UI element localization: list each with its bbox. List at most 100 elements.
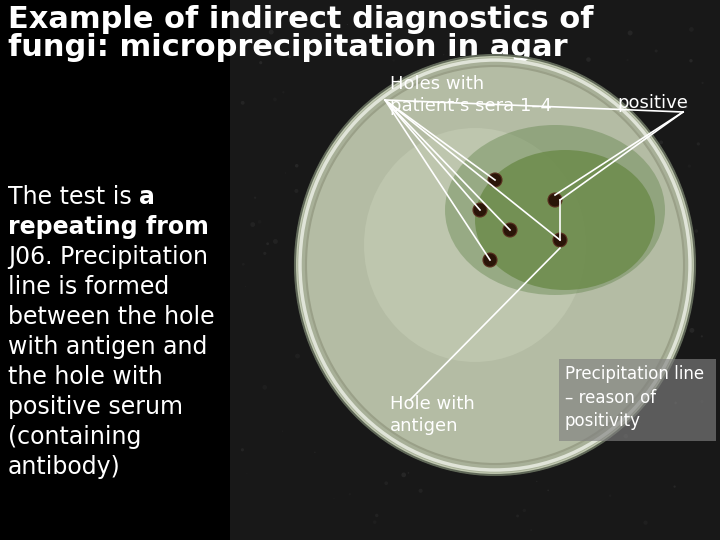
Circle shape — [473, 203, 487, 217]
Circle shape — [671, 198, 673, 201]
Text: J06. Precipitation: J06. Precipitation — [8, 245, 208, 269]
Circle shape — [288, 55, 291, 58]
Circle shape — [608, 419, 611, 422]
Circle shape — [587, 16, 590, 19]
Circle shape — [621, 390, 623, 393]
Circle shape — [598, 105, 603, 110]
Circle shape — [254, 197, 256, 199]
Circle shape — [639, 422, 640, 423]
Text: the hole with: the hole with — [8, 365, 163, 389]
Ellipse shape — [296, 56, 694, 474]
Circle shape — [626, 59, 629, 61]
Circle shape — [242, 263, 245, 266]
Circle shape — [666, 198, 670, 202]
Circle shape — [531, 529, 532, 531]
Circle shape — [649, 160, 652, 164]
Text: line is formed: line is formed — [8, 275, 169, 299]
Circle shape — [621, 188, 625, 192]
Circle shape — [487, 161, 490, 164]
Circle shape — [634, 343, 636, 345]
Circle shape — [295, 354, 300, 359]
Circle shape — [314, 451, 315, 453]
Circle shape — [609, 495, 611, 497]
Circle shape — [484, 413, 487, 417]
Circle shape — [436, 442, 437, 444]
Text: Hole with
antigen: Hole with antigen — [390, 395, 474, 435]
Circle shape — [675, 402, 677, 404]
Text: The test is: The test is — [8, 185, 139, 209]
Circle shape — [294, 189, 298, 193]
Circle shape — [533, 460, 535, 462]
Circle shape — [685, 105, 688, 109]
Circle shape — [516, 515, 519, 517]
Circle shape — [424, 389, 428, 393]
Circle shape — [503, 223, 517, 237]
Circle shape — [373, 521, 377, 524]
Circle shape — [666, 355, 668, 357]
Circle shape — [348, 493, 351, 495]
Circle shape — [377, 221, 378, 222]
Circle shape — [430, 207, 433, 211]
Circle shape — [650, 306, 654, 309]
Ellipse shape — [364, 128, 586, 362]
Text: (containing: (containing — [8, 425, 141, 449]
Text: Precipitation line
– reason of
positivity: Precipitation line – reason of positivit… — [565, 365, 704, 430]
Circle shape — [347, 307, 351, 310]
Circle shape — [490, 308, 492, 309]
Text: Example of indirect diagnostics of: Example of indirect diagnostics of — [8, 5, 593, 34]
Circle shape — [418, 489, 423, 493]
Circle shape — [284, 172, 286, 174]
Circle shape — [392, 59, 395, 62]
Circle shape — [653, 204, 655, 206]
Circle shape — [425, 193, 428, 195]
Circle shape — [418, 202, 421, 205]
Bar — [230, 0, 720, 540]
Circle shape — [408, 472, 409, 474]
Text: Holes with
patient’s sera 1–4: Holes with patient’s sera 1–4 — [390, 75, 552, 115]
Circle shape — [547, 490, 549, 491]
Text: fungi: microprecipitation in agar: fungi: microprecipitation in agar — [8, 33, 567, 62]
Circle shape — [493, 406, 495, 408]
Circle shape — [264, 252, 266, 255]
Ellipse shape — [306, 66, 684, 464]
Circle shape — [418, 123, 420, 125]
Text: antibody): antibody) — [8, 455, 121, 479]
Circle shape — [553, 233, 567, 247]
Circle shape — [245, 286, 246, 287]
Circle shape — [240, 448, 244, 451]
Circle shape — [488, 173, 502, 187]
FancyBboxPatch shape — [559, 359, 716, 441]
Circle shape — [701, 82, 703, 84]
Circle shape — [375, 514, 379, 517]
Circle shape — [250, 23, 254, 27]
Circle shape — [298, 272, 299, 273]
Circle shape — [701, 400, 703, 403]
Circle shape — [361, 183, 366, 187]
Circle shape — [689, 27, 694, 32]
Circle shape — [282, 91, 284, 93]
Circle shape — [644, 521, 648, 525]
Circle shape — [295, 164, 299, 167]
Circle shape — [548, 193, 562, 207]
Circle shape — [333, 497, 335, 499]
Circle shape — [259, 61, 262, 64]
Text: with antigen and: with antigen and — [8, 335, 207, 359]
Circle shape — [418, 29, 422, 33]
Circle shape — [500, 435, 505, 440]
Circle shape — [673, 485, 676, 488]
Circle shape — [628, 30, 633, 36]
Circle shape — [556, 448, 557, 449]
Circle shape — [282, 430, 283, 431]
Circle shape — [384, 255, 387, 258]
Ellipse shape — [475, 150, 655, 290]
Circle shape — [619, 116, 621, 117]
Circle shape — [246, 473, 248, 474]
Circle shape — [689, 59, 693, 63]
Circle shape — [384, 481, 388, 485]
Text: positive serum: positive serum — [8, 395, 183, 419]
Circle shape — [624, 434, 628, 438]
Circle shape — [475, 283, 477, 285]
Circle shape — [273, 98, 276, 102]
Circle shape — [701, 335, 703, 338]
Text: between the hole: between the hole — [8, 305, 215, 329]
